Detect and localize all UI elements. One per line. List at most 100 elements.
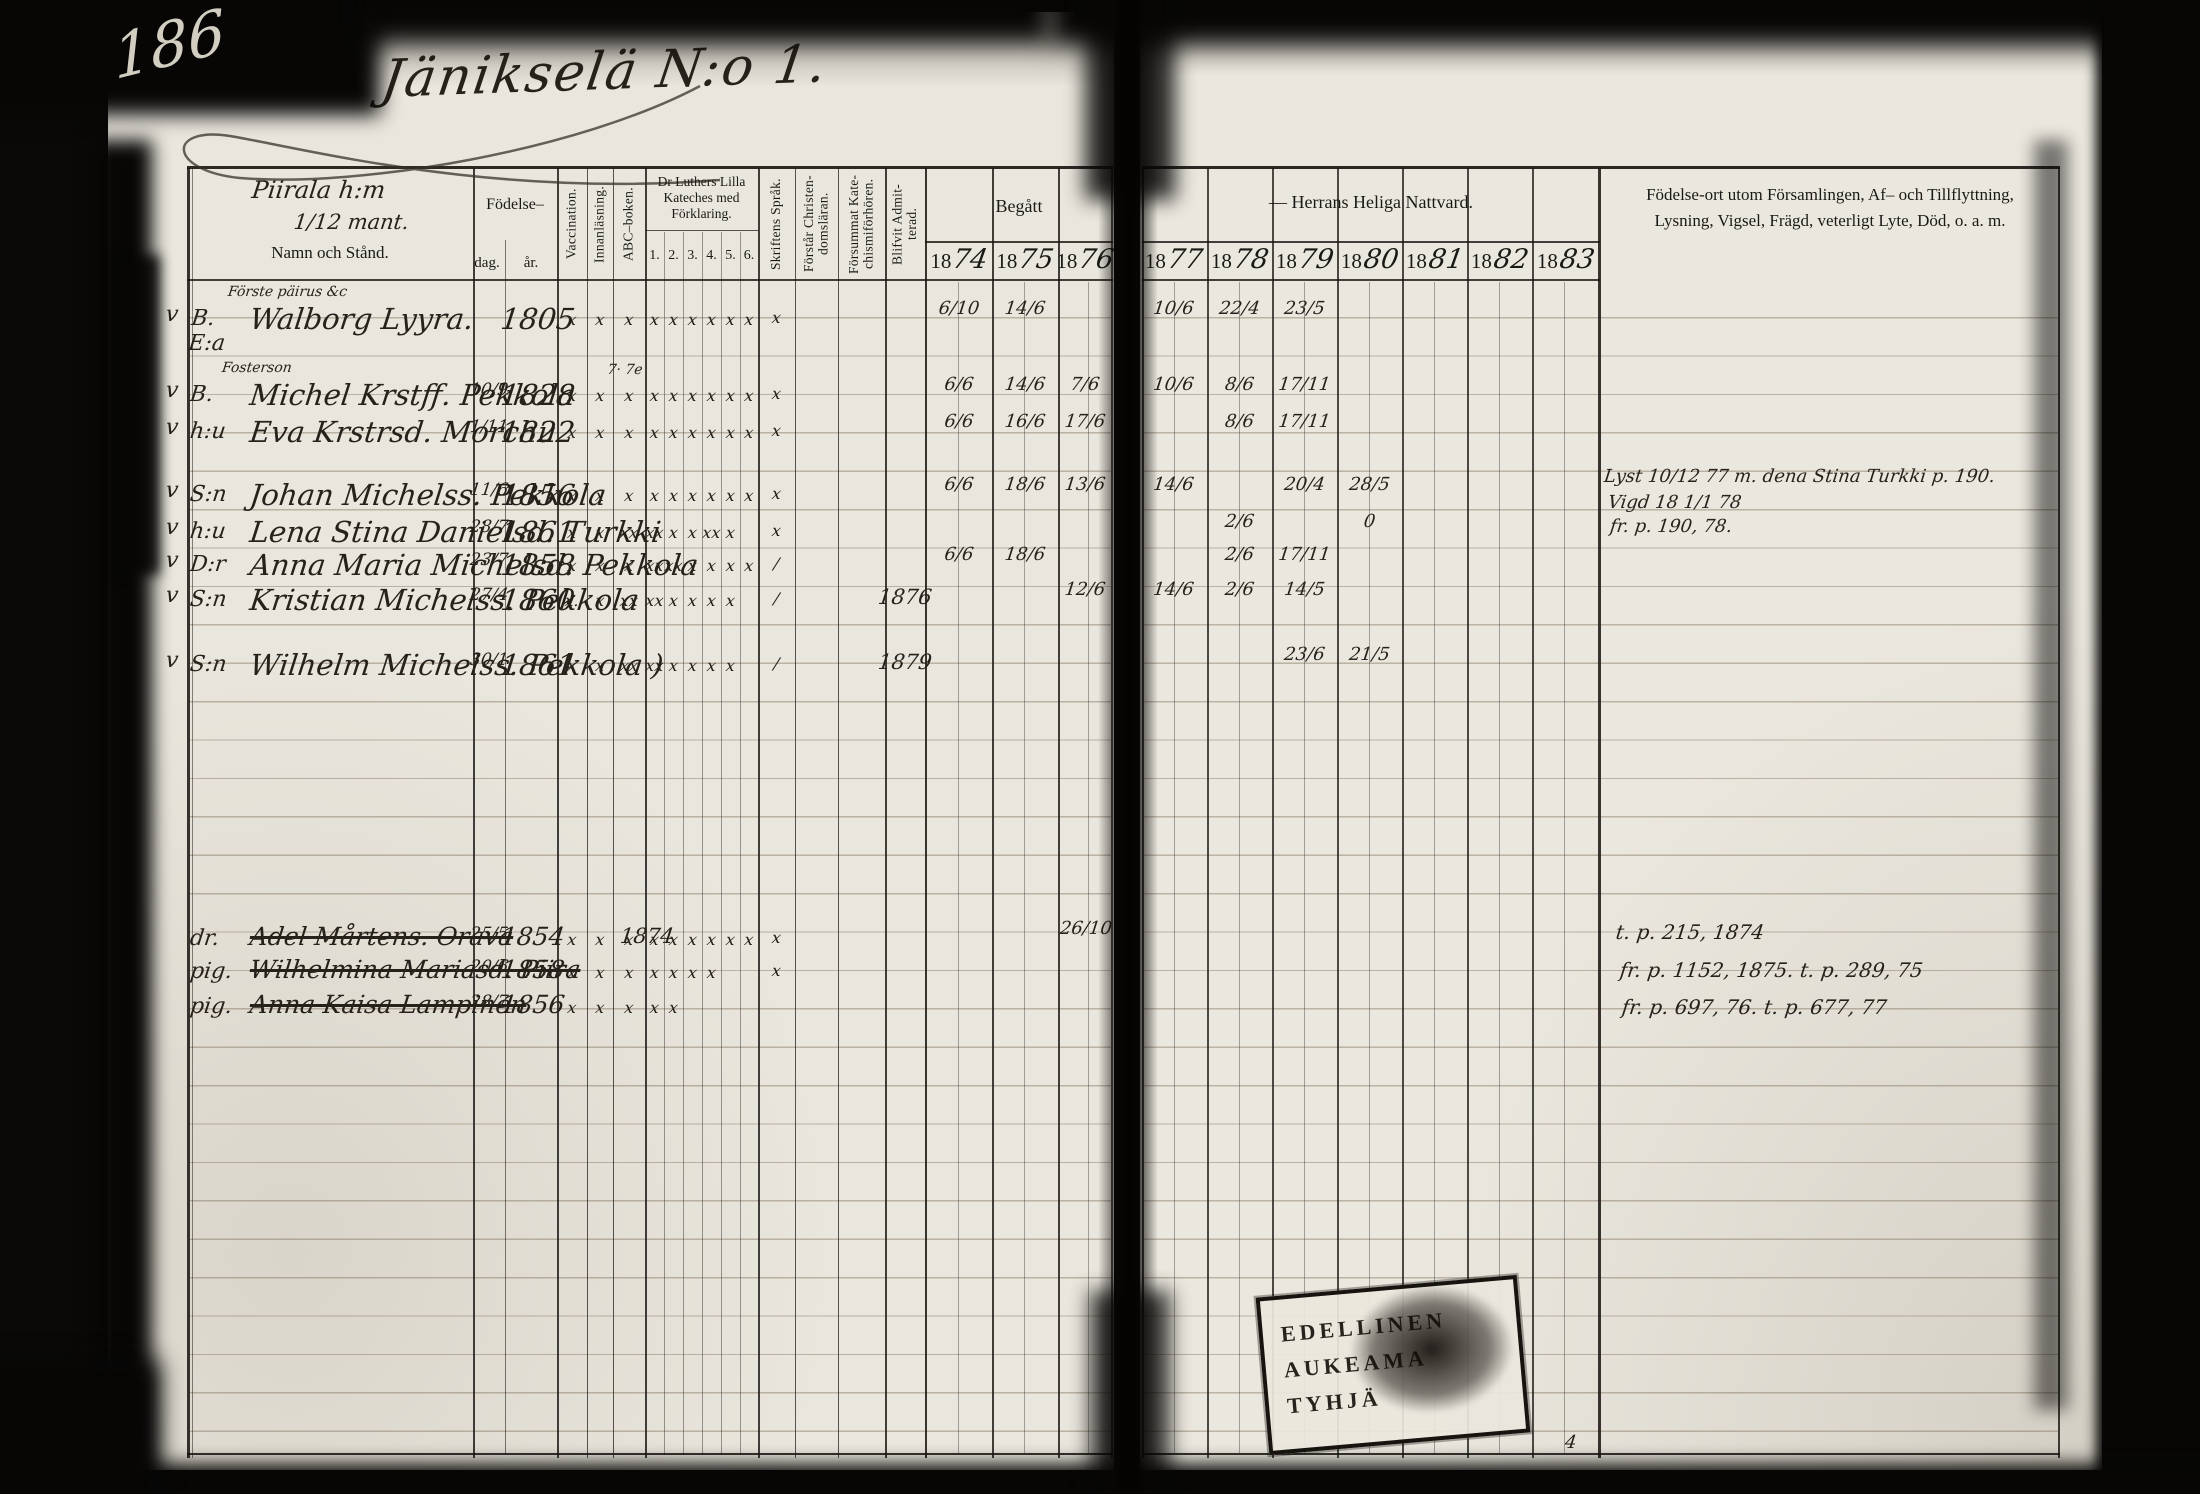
communion-mark: 20/4 (1282, 474, 1326, 495)
communion-mark: 14/6 (1003, 298, 1047, 319)
communion-mark: 18/6 (1003, 474, 1047, 495)
mark-cell: x (724, 523, 737, 542)
skrift-mark: / (772, 554, 781, 573)
communion-mark: 6/6 (943, 544, 975, 565)
skrift-mark: / (772, 589, 781, 608)
mark-cell: x (594, 998, 606, 1017)
mark-cell: x (667, 486, 680, 505)
grid-line (1111, 168, 1113, 1458)
mark-cell: x (648, 423, 661, 442)
skriftens-sprak-header: Skriftens Språk. (768, 178, 784, 270)
communion-mark: 26/10 (1058, 918, 1114, 939)
ink-blotch (1319, 1257, 1544, 1441)
mark-cell: x (705, 310, 718, 329)
mark-cell: xx (644, 656, 665, 675)
communion-mark: 8/6 (1223, 411, 1256, 432)
margin-note-2: Fosterson (221, 360, 293, 376)
mark-cell: x (667, 423, 680, 442)
mark-cell: x (648, 310, 661, 329)
skrift-mark: x (770, 521, 783, 540)
communion-mark: 6/6 (943, 374, 975, 395)
mark-cell: x (686, 386, 699, 405)
mark-cell: x (724, 656, 737, 675)
admitted-year: 1876 (876, 585, 934, 609)
marriage-note-line: Vigd 18 1/1 78 (1606, 492, 1743, 513)
marriage-note-line: fr. p. 190, 78. (1608, 516, 1734, 537)
mark-cell: x (594, 523, 606, 542)
grid-line (1142, 279, 1600, 281)
communion-mark: 2/6 (1223, 544, 1256, 565)
mark-cell: x (705, 930, 718, 949)
grid-line (1369, 282, 1370, 1453)
mark-cell: x (566, 523, 578, 542)
grid-line (505, 240, 506, 1455)
mark-cell: x (667, 386, 680, 405)
grid-line (958, 282, 959, 1453)
communion-mark: 14/6 (1151, 474, 1195, 495)
mark-cell: x (623, 998, 635, 1017)
grid-line (645, 230, 758, 231)
mark-cell: x (705, 423, 718, 442)
communion-mark: 2/6 (1223, 511, 1256, 532)
grid-line (1272, 168, 1274, 1458)
mark-cell: x (566, 310, 578, 329)
grid-line (1598, 168, 1601, 1458)
communion-mark: 14/5 (1282, 579, 1326, 600)
year-printed: 18 (1210, 249, 1232, 273)
mark-cell: x (623, 423, 635, 442)
year-header-1879: 18 79 (1274, 244, 1336, 278)
year-printed: 18 (1405, 249, 1427, 273)
mark-cell: x (686, 963, 699, 982)
mark-cell: x (686, 523, 699, 542)
mark-cell: x (594, 656, 606, 675)
mark-cell: x (686, 591, 699, 610)
grid-line (192, 168, 193, 1458)
mark-cell: x (566, 963, 578, 982)
mark-cell: x (667, 523, 680, 542)
mark-cell: x (594, 591, 606, 610)
mark-cell: x (594, 963, 606, 982)
mark-cell: x (594, 486, 606, 505)
communion-mark: 0 (1362, 511, 1377, 532)
mark-cell: x (594, 556, 606, 575)
communion-mark: 17/11 (1277, 411, 1332, 432)
mark-cell: x (566, 556, 578, 575)
communion-mark: 23/6 (1282, 644, 1326, 665)
grid-line (683, 232, 684, 1455)
begatt-header: Begått (995, 196, 1043, 216)
mark-cell: x (724, 930, 737, 949)
ruled-lines-right (1144, 317, 2058, 1454)
communion-mark: 8/6 (1223, 374, 1256, 395)
grid-line (758, 168, 760, 1458)
skrift-mark: x (770, 484, 783, 503)
mark-cell: xx (701, 523, 722, 542)
birth-header: Födelse– (486, 196, 544, 213)
birth-year-header: år. (523, 255, 539, 271)
grid-line (613, 168, 614, 1458)
forstar-header: Förstår Christen- domsläran. (800, 175, 831, 273)
admitted-year: 1879 (876, 650, 934, 674)
grid-line (1564, 282, 1565, 1453)
communion-mark: 17/11 (1277, 544, 1332, 565)
mark-cell: x (705, 556, 718, 575)
year-printed: 18 (930, 249, 952, 273)
year-printed: 18 (1275, 249, 1297, 273)
birth-day-header: dag. (474, 255, 500, 271)
skrift-mark: x (770, 928, 783, 947)
left-page (108, 12, 1114, 1470)
mark-cell: x (623, 486, 635, 505)
forsummat-header: Försummat Kate- chismiförhören. (845, 174, 876, 274)
grid-line (885, 168, 887, 1458)
mark-cell: x (724, 423, 737, 442)
katekes-sub-6: 6. (743, 248, 755, 263)
mark-cell: x (705, 591, 718, 610)
year-header-1883: 18 83 (1534, 244, 1597, 278)
mark-cell: x (566, 656, 578, 675)
communion-mark: 6/6 (943, 411, 975, 432)
year-header-1878: 18 78 (1209, 244, 1271, 278)
mark-cell: x (667, 591, 680, 610)
grid-line (721, 232, 722, 1455)
year-script: 78 (1231, 244, 1271, 275)
